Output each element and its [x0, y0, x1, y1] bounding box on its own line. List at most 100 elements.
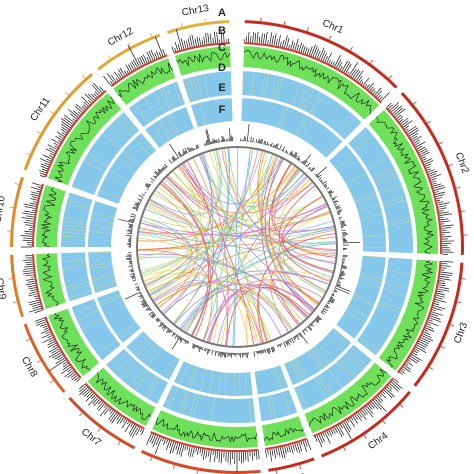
scale-tick — [196, 470, 198, 474]
track-c-line — [263, 427, 304, 442]
chromosome-arc — [141, 450, 261, 474]
link — [198, 155, 305, 207]
chromosome-label: Chr1 — [321, 18, 346, 37]
link — [139, 231, 335, 263]
chromosome-label: Chr2 — [453, 151, 471, 176]
scale-tick — [456, 186, 461, 189]
track-c-line — [155, 417, 257, 443]
scale-tick — [25, 152, 30, 156]
track-b-histogram — [34, 317, 81, 382]
track-b-base — [32, 183, 44, 247]
link — [150, 150, 221, 216]
track-c-band — [243, 46, 380, 120]
track-b-histogram — [243, 31, 390, 102]
link — [147, 200, 194, 226]
track-c-line — [176, 52, 231, 66]
track-lines — [267, 391, 291, 420]
scale-tick — [450, 324, 455, 327]
track-c-line — [95, 372, 151, 420]
track-c-band — [87, 367, 156, 427]
scale-tick — [276, 470, 278, 474]
link — [142, 196, 323, 229]
scale-tick — [413, 101, 417, 105]
scale-tick — [180, 22, 183, 27]
track-c-line — [376, 116, 435, 255]
scale-tick — [204, 18, 206, 23]
track-lines — [350, 129, 412, 226]
track-f-histogram — [203, 128, 233, 147]
track-e-band — [88, 251, 118, 294]
track-b-base — [44, 316, 82, 379]
scale-tick — [128, 42, 131, 47]
track-lines — [98, 293, 141, 343]
track-lines — [61, 259, 92, 299]
link — [140, 167, 298, 272]
link — [138, 150, 219, 258]
track-c-band — [48, 308, 100, 377]
chromosome-arc — [10, 176, 24, 247]
track-b-base — [110, 54, 168, 88]
chromosome-arc — [166, 20, 230, 34]
track-lines — [109, 352, 169, 404]
link — [270, 169, 313, 213]
scale-tick — [36, 360, 41, 363]
link — [215, 150, 327, 291]
link — [203, 291, 289, 341]
track-c-band — [36, 184, 66, 247]
track-lines — [83, 114, 138, 173]
track-f-histogram — [251, 346, 276, 357]
track-c-band — [262, 416, 306, 447]
scale-tick — [49, 110, 54, 114]
scale-tick — [388, 75, 392, 79]
track-lines — [242, 71, 355, 134]
track-d-band — [242, 71, 362, 140]
track-lines — [335, 154, 386, 248]
track-lines — [294, 349, 368, 410]
track-d-band — [71, 298, 121, 361]
scale-tick — [457, 301, 462, 304]
link — [150, 175, 307, 296]
track-c-line — [243, 50, 372, 115]
link — [257, 233, 336, 343]
track-d-band — [61, 252, 93, 302]
chromosome-label: Chr9 — [0, 277, 8, 301]
chromosome-arc — [68, 396, 136, 450]
link — [143, 167, 202, 282]
chromosome-label: Chr3 — [452, 321, 470, 346]
scale-tick — [49, 380, 54, 384]
track-e-band — [174, 361, 253, 396]
link — [182, 163, 255, 345]
link — [182, 163, 315, 310]
scale-tick — [350, 46, 353, 51]
link — [145, 208, 336, 244]
track-f-histogram — [277, 314, 323, 348]
chromosome-label: Chr10 — [0, 195, 8, 224]
link — [224, 148, 296, 204]
track-b-base — [173, 42, 230, 54]
link — [166, 176, 334, 232]
track-e-band — [96, 290, 141, 343]
track-b-histogram — [399, 260, 454, 375]
track-b-base — [32, 254, 44, 311]
track-f-histogram — [124, 283, 157, 319]
track-e-band — [254, 365, 288, 395]
scale-tick — [299, 465, 302, 470]
track-label: A — [218, 7, 226, 19]
link — [217, 284, 314, 345]
track-c-band — [368, 109, 439, 255]
track-lines — [134, 81, 186, 124]
link — [174, 283, 307, 325]
track-c-line — [41, 253, 59, 306]
track-e-band — [88, 200, 118, 247]
link — [148, 199, 194, 225]
link — [181, 289, 282, 336]
scale-tick — [97, 428, 101, 432]
scale-tick — [65, 92, 69, 96]
track-lines — [289, 327, 352, 383]
link — [153, 279, 208, 336]
chromosome-arc — [268, 457, 315, 472]
link — [140, 222, 229, 346]
track-lines — [73, 303, 121, 361]
chromosome-label: Chr13 — [181, 3, 210, 19]
scale-tick — [363, 434, 367, 439]
